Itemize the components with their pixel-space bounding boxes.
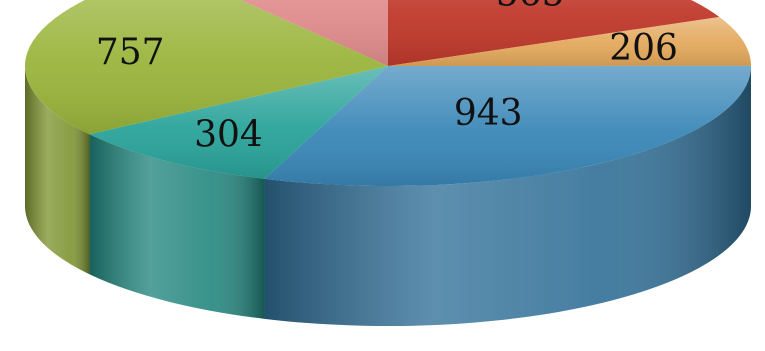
pie-label-206: 206 <box>609 28 678 69</box>
pie-walls <box>25 66 751 326</box>
pie-label-312: 312 <box>272 0 341 5</box>
pie-label-943: 943 <box>454 93 523 134</box>
pie-slice-gloss-565 <box>388 0 720 66</box>
pie-wall-shade-304 <box>89 134 265 319</box>
pie-slice-gloss-757 <box>25 0 388 135</box>
pie-slice-gloss-206 <box>388 16 751 67</box>
pie-slice-gloss-304 <box>89 66 388 179</box>
pie-slices <box>25 0 751 186</box>
pie-label-565: 565 <box>496 0 565 14</box>
pie-wall-shade-757 <box>25 66 90 275</box>
pie-wall-shade-943 <box>264 66 751 326</box>
pie-slice-gloss-312 <box>240 0 388 66</box>
pie-slice-gloss-943 <box>264 65 751 186</box>
pie-label-757: 757 <box>96 32 165 73</box>
pie-labels: 565 206 943 304 757 312 <box>96 0 678 155</box>
pie-label-304: 304 <box>194 114 263 155</box>
